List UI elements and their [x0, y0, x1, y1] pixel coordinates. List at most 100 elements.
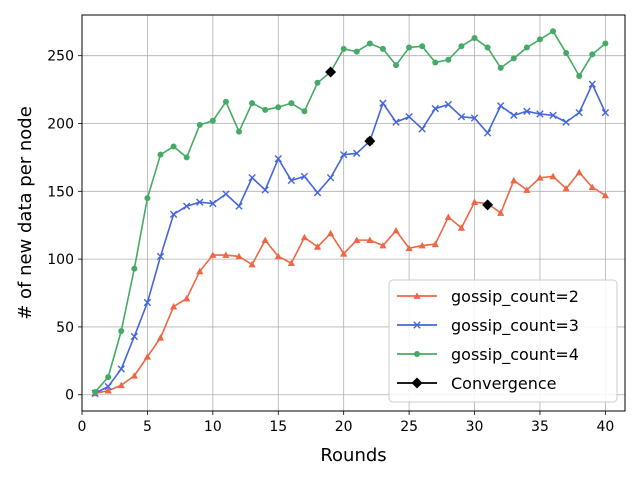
data-point: [183, 294, 191, 302]
data-point: [261, 236, 269, 244]
data-point: [576, 73, 583, 80]
legend-label: Convergence: [451, 374, 557, 393]
data-point: [262, 106, 269, 113]
data-point: [287, 259, 295, 267]
data-point: [222, 98, 229, 105]
legend-item: Convergence: [397, 374, 557, 393]
data-point: [379, 45, 386, 52]
data-point: [131, 265, 138, 272]
data-point: [236, 128, 243, 135]
y-axis-ticks: 0 50 100 150 200 250: [47, 49, 82, 404]
data-point: [117, 365, 125, 373]
data-point: [536, 36, 543, 43]
data-point: [353, 236, 361, 244]
x-tick-label: 0: [78, 419, 87, 435]
data-point: [169, 210, 178, 219]
data-point: [327, 229, 335, 237]
data-point: [523, 107, 531, 115]
data-point: [510, 111, 518, 120]
data-point: [339, 150, 348, 159]
data-point: [314, 79, 321, 86]
data-point: [563, 49, 570, 56]
data-point: [248, 174, 256, 182]
data-point: [393, 62, 400, 69]
grid-lines: [81, 15, 625, 411]
data-point: [392, 118, 400, 126]
data-point: [235, 252, 243, 260]
data-point: [444, 100, 453, 109]
data-point: [470, 114, 479, 122]
data-point: [510, 55, 517, 62]
data-point: [300, 233, 309, 241]
data-point: [523, 186, 531, 193]
data-point: [444, 213, 452, 220]
data-point: [209, 199, 217, 208]
data-point: [432, 59, 439, 66]
data-point: [274, 155, 282, 163]
data-point: [340, 45, 347, 52]
series-2: [91, 80, 610, 398]
data-point: [249, 100, 256, 107]
convergence-layer: [325, 66, 494, 211]
data-point: [183, 154, 190, 161]
data-point: [143, 298, 152, 307]
series-1: [91, 168, 609, 397]
data-point: [104, 387, 112, 394]
data-point: [118, 327, 125, 334]
convergence-point: [364, 135, 376, 147]
data-point: [470, 198, 479, 206]
data-point: [497, 64, 504, 71]
data-point: [562, 118, 570, 126]
data-point: [170, 143, 177, 150]
data-point: [523, 44, 530, 51]
data-point: [105, 374, 112, 381]
data-point: [156, 252, 165, 261]
data-point: [261, 186, 269, 194]
data-point: [235, 202, 243, 210]
series-3: [92, 28, 609, 396]
y-tick-label: 50: [56, 320, 74, 336]
data-point: [419, 43, 426, 50]
data-point: [157, 151, 164, 158]
data-point: [288, 100, 295, 107]
data-point: [353, 149, 361, 158]
data-point: [418, 125, 426, 133]
data-point: [248, 260, 256, 268]
data-point: [117, 381, 125, 389]
data-point: [196, 198, 204, 206]
series-layer: [91, 28, 610, 398]
data-point: [405, 244, 413, 252]
data-point: [457, 113, 466, 121]
data-point: [392, 227, 400, 234]
data-point: [209, 251, 217, 258]
data-point: [222, 251, 230, 258]
legend-marker: [413, 321, 421, 329]
data-point: [497, 102, 505, 110]
x-tick-label: 10: [204, 419, 222, 435]
y-tick-label: 200: [47, 116, 74, 132]
data-point: [379, 241, 387, 249]
legend-marker: [413, 292, 421, 299]
data-point: [143, 353, 152, 360]
data-point: [156, 334, 165, 341]
data-point: [483, 129, 492, 137]
series-line: [94, 30, 606, 393]
data-point: [92, 389, 99, 396]
data-point: [588, 183, 596, 191]
x-tick-label: 35: [531, 419, 549, 435]
data-point: [510, 176, 518, 184]
series-line: [94, 171, 606, 395]
x-tick-label: 25: [400, 419, 418, 435]
data-point: [366, 236, 374, 244]
data-point: [326, 174, 335, 182]
legend-label: gossip_count=2: [451, 287, 579, 307]
data-point: [300, 172, 309, 181]
data-point: [275, 104, 282, 111]
legend-marker: [414, 351, 420, 357]
data-point: [222, 190, 230, 198]
data-point: [313, 188, 322, 197]
data-point: [588, 80, 596, 88]
y-tick-label: 0: [65, 388, 74, 404]
y-tick-label: 150: [47, 184, 74, 200]
